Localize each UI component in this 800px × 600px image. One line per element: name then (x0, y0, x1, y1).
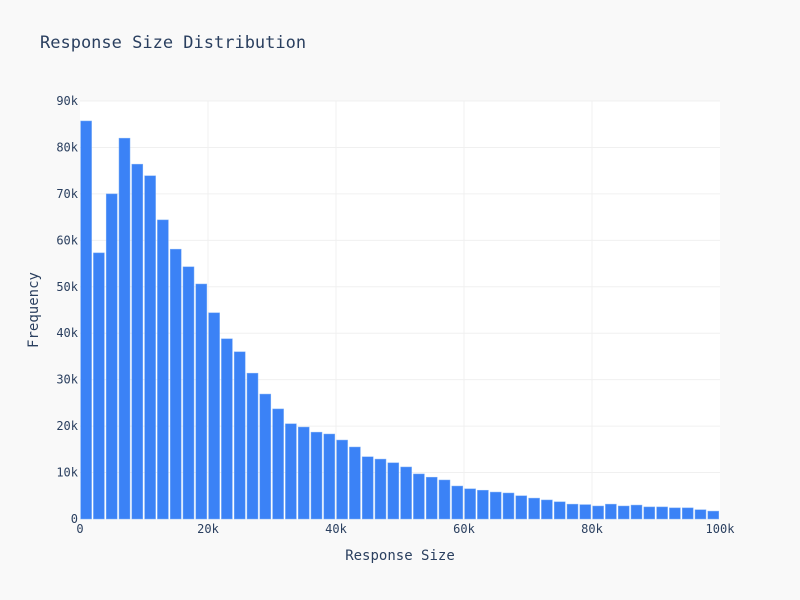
histogram-bar (566, 503, 579, 520)
histogram-bar (323, 433, 336, 520)
histogram-bar (361, 456, 374, 520)
histogram-bar (259, 393, 272, 520)
y-tick-label: 20k (56, 419, 78, 433)
histogram-bar (195, 283, 208, 520)
histogram-bar (464, 488, 476, 520)
histogram-bar (438, 479, 451, 520)
histogram-bar (400, 466, 412, 520)
chart-title: Response Size Distribution (40, 33, 307, 53)
histogram-bar (707, 510, 720, 520)
histogram-bar (425, 476, 438, 520)
histogram-bar (297, 426, 310, 520)
x-tick-label: 40k (325, 522, 347, 536)
histogram-bar (643, 506, 656, 520)
y-tick-label: 50k (56, 280, 78, 294)
x-tick-label: 100k (706, 522, 736, 536)
histogram-bar (413, 473, 425, 520)
histogram-bar (374, 458, 387, 520)
histogram-bar (336, 439, 348, 520)
y-tick-label: 60k (56, 233, 78, 247)
histogram-bar (592, 505, 604, 520)
histogram-bar (93, 252, 105, 520)
histogram-bar (656, 506, 668, 520)
histogram-bar (694, 509, 707, 520)
histogram-bar (669, 507, 681, 520)
histogram-bar (118, 137, 131, 520)
histogram-bar (105, 193, 118, 520)
y-tick-label: 30k (56, 373, 78, 387)
histogram-bar (579, 504, 592, 520)
histogram-bar (630, 504, 643, 520)
x-tick-label: 20k (197, 522, 219, 536)
histogram-bar (489, 491, 502, 520)
y-tick-label: 80k (56, 140, 78, 154)
x-tick-label: 80k (581, 522, 603, 536)
histogram-bar (310, 431, 323, 520)
y-tick-label: 10k (56, 466, 78, 480)
histogram-bar (182, 266, 195, 520)
histogram-bar (221, 338, 233, 520)
x-tick-label: 0 (76, 522, 83, 536)
histogram-bar (349, 446, 361, 520)
histogram-bar (617, 505, 630, 520)
y-tick-label: 90k (56, 94, 78, 108)
histogram-bar (541, 499, 553, 520)
histogram-bar (451, 485, 464, 520)
histogram-bar (233, 351, 246, 520)
histogram-bar (272, 408, 284, 520)
histogram-bar (605, 503, 617, 520)
histogram-bar (285, 423, 297, 520)
histogram-bar (169, 248, 182, 520)
histogram-bar (477, 489, 489, 520)
y-tick-label: 0 (71, 512, 78, 526)
histogram-bar (502, 492, 515, 520)
histogram-bar (80, 120, 92, 520)
x-tick-label: 60k (453, 522, 475, 536)
x-axis-label: Response Size (345, 548, 455, 564)
histogram-bar (208, 312, 220, 520)
y-tick-label: 40k (56, 326, 78, 340)
histogram-bar (131, 163, 144, 520)
histogram-bar (387, 462, 400, 520)
histogram-bar (144, 175, 156, 520)
histogram-bar (553, 501, 566, 520)
histogram-bar (157, 219, 169, 520)
histogram-bar (528, 497, 540, 520)
y-tick-label: 70k (56, 187, 78, 201)
histogram-bar (515, 495, 528, 520)
histogram-bar (681, 507, 694, 520)
y-axis-label: Frequency (26, 272, 42, 348)
histogram-bar (246, 372, 259, 520)
